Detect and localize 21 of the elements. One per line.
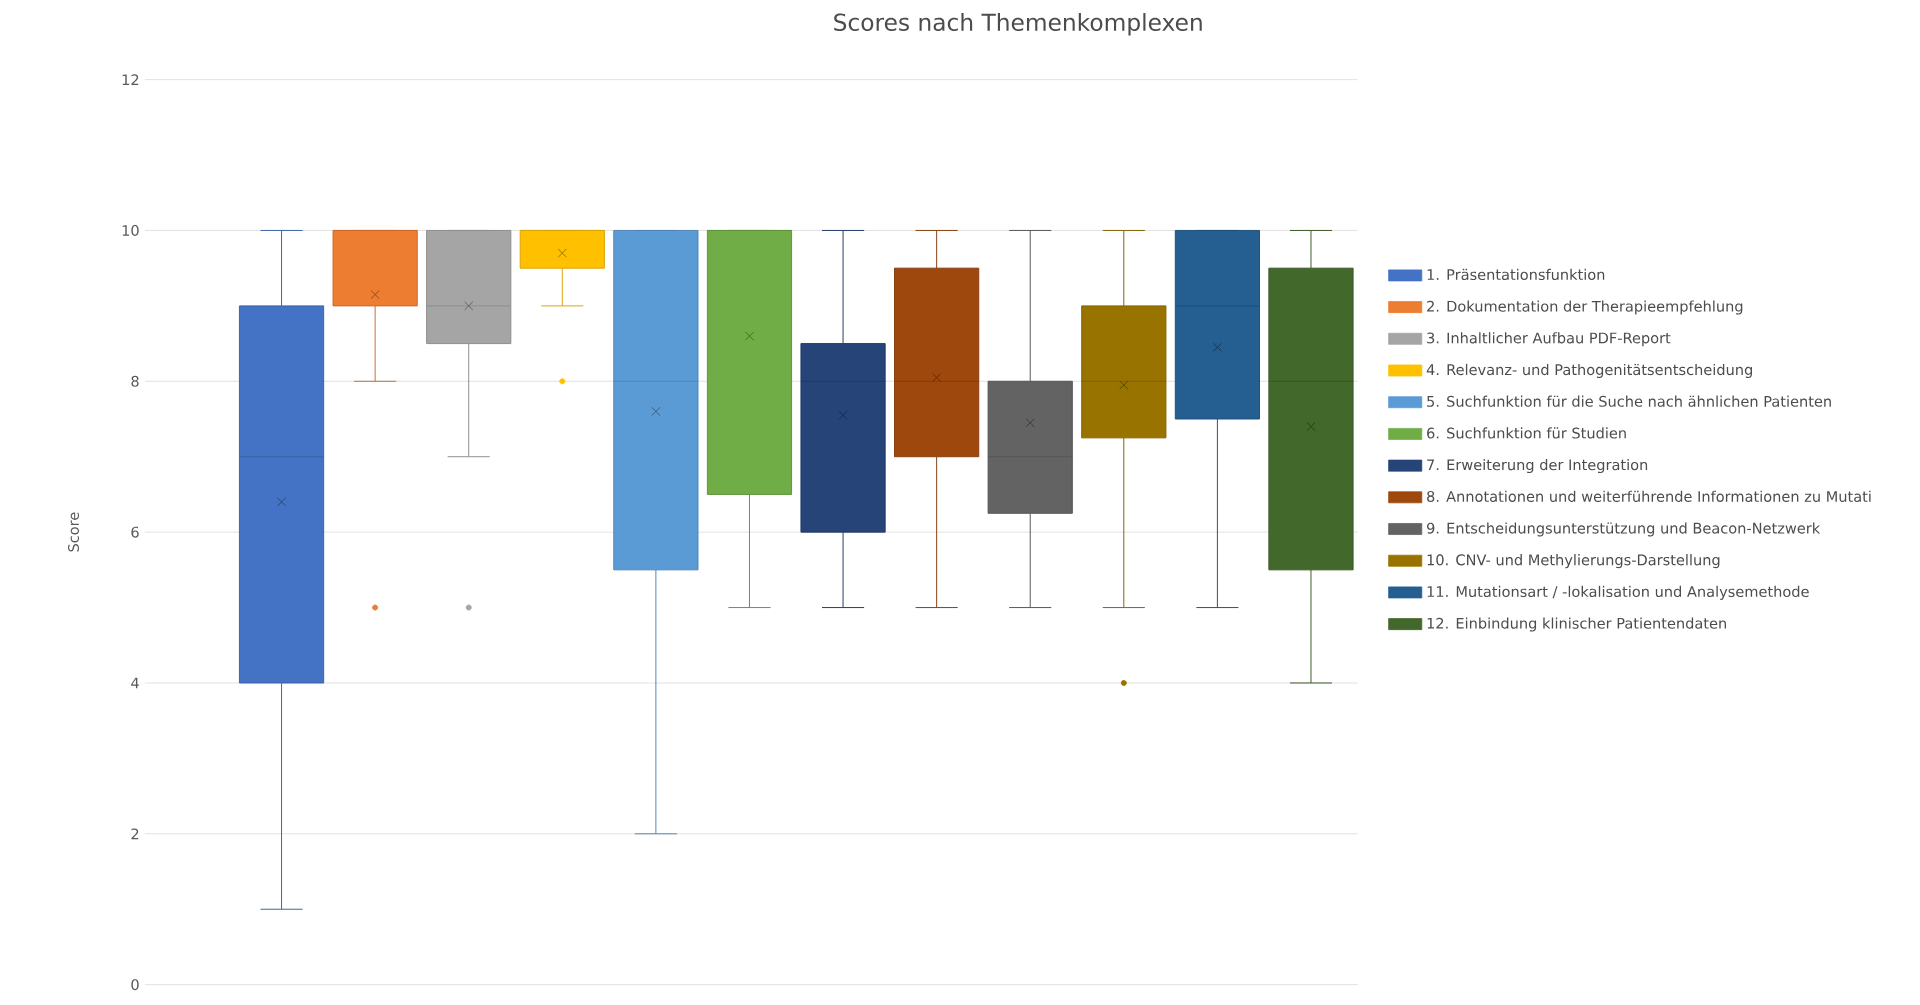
y-tick-label: 0 [131, 979, 139, 991]
legend-label: 4. Relevanz- und Pathogenitätsentscheidung [1426, 363, 1752, 378]
legend-label: 2. Dokumentation der Therapieempfehlung [1427, 300, 1743, 315]
legend-label: 1. Präsentationsfunktion [1427, 268, 1605, 281]
legend-label: 11. Mutationsart / -lokalisation und Analysemethode [1427, 585, 1809, 600]
legend-label: 3. Inhaltlicher Aufbau PDF-Report [1427, 332, 1671, 347]
y-tick-label: 6 [131, 526, 139, 538]
y-tick-label: 4 [131, 677, 139, 689]
legend-label: 8. Annotationen und weiterführende Informationen zu Mutati [1427, 490, 1871, 502]
y-tick-label: 10 [122, 224, 139, 236]
legend-label: 5. Suchfunktion für die Suche nach ähnlichen Patienten [1427, 395, 1831, 407]
y-tick-label: 12 [122, 74, 139, 86]
chart-title: Scores nach Themenkomplexen [834, 13, 1202, 36]
y-tick-label: 8 [131, 375, 139, 387]
y-axis-title: Score [68, 512, 80, 552]
y-tick-label: 2 [131, 828, 139, 840]
legend-label: 6. Suchfunktion für Studien [1427, 427, 1626, 439]
legend-label: 10. CNV- und Methylierungs-Darstellung [1427, 554, 1720, 569]
legend-label: 7. Erweiterung der Integration [1427, 458, 1648, 474]
legend-label: 12. Einbindung klinischer Patientendaten [1427, 617, 1726, 632]
legend-label: 9. Entscheidungsunterstützung und Beacon-Netzwerk [1426, 522, 1821, 537]
